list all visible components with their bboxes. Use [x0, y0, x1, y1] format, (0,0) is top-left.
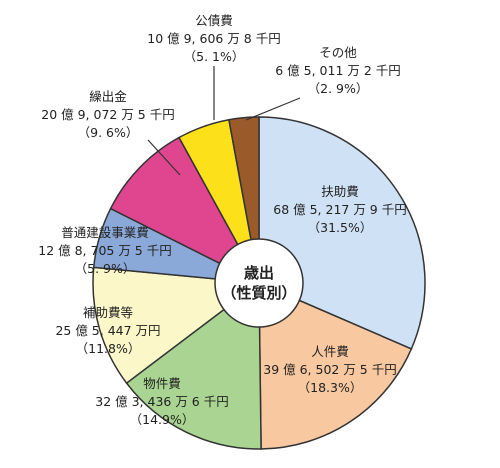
slice-label-percent: （11.8%） [76, 341, 141, 356]
slice-label-amount: 6 億 5, 011 万 2 千円 [275, 63, 401, 78]
slice-label-bukkenhi: 物件費 32 億 3, 436 万 6 千円 （14.9%） [95, 376, 228, 427]
slice-label-percent: （9. 6%） [78, 125, 139, 140]
slice-label-amount: 68 億 5, 217 万 9 千円 [273, 202, 406, 217]
slice-label-percent: （5. 1%） [184, 49, 245, 64]
slice-label-hojohi: 補助費等 25 億 5, 447 万円 （11.8%） [55, 305, 160, 356]
center-label-line-1: 歳出 [244, 264, 274, 282]
slice-label-name: 繰出金 [89, 89, 127, 104]
slice-label-jinkenhi: 人件費 39 億 6, 502 万 5 千円 （18.3%） [263, 344, 396, 395]
slice-label-name: その他 [319, 45, 357, 60]
slice-label-name: 扶助費 [321, 184, 359, 199]
slice-label-name: 人件費 [311, 344, 349, 359]
slice-label-futsu-kensetsu: 普通建設事業費 12 億 8, 705 万 5 千円 （5. 9%） [38, 225, 171, 276]
slice-label-percent: （31.5%） [308, 220, 373, 235]
slice-label-name: 補助費等 [83, 305, 133, 320]
pie-slice-1 [258, 281, 413, 450]
slice-label-amount: 10 億 9, 606 万 8 千円 [147, 31, 280, 46]
pie-slice-5 [109, 136, 261, 285]
slice-label-amount: 20 億 9, 072 万 5 千円 [41, 107, 174, 122]
center-label-line-2: （性質別） [221, 284, 296, 302]
slice-label-fujohi: 扶助費 68 億 5, 217 万 9 千円 （31.5%） [273, 184, 406, 235]
slice-label-percent: （2. 9%） [308, 81, 369, 96]
slice-label-kurideshikin: 繰出金 20 億 9, 072 万 5 千円 （9. 6%） [41, 89, 174, 140]
slice-label-amount: 25 億 5, 447 万円 [55, 323, 160, 338]
leader-line-sonota [245, 97, 301, 121]
leader-lines [147, 66, 301, 176]
center-hole [214, 238, 304, 328]
slice-label-name: 公債費 [195, 13, 233, 28]
pie-slice-2 [125, 281, 262, 450]
slice-label-percent: （5. 9%） [75, 261, 136, 276]
slice-label-name: 普通建設事業費 [61, 225, 149, 240]
slice-label-sonota: その他 6 億 5, 011 万 2 千円 （2. 9%） [275, 45, 401, 96]
slice-label-amount: 32 億 3, 436 万 6 千円 [95, 394, 228, 409]
slice-label-percent: （18.3%） [298, 380, 363, 395]
slice-label-name: 物件費 [143, 376, 181, 391]
slice-label-percent: （14.9%） [130, 412, 195, 427]
slice-label-kousaihi: 公債費 10 億 9, 606 万 8 千円 （5. 1%） [147, 13, 280, 64]
slice-label-amount: 12 億 8, 705 万 5 千円 [38, 243, 171, 258]
leader-line-kurideshikin [147, 139, 181, 176]
slice-label-amount: 39 億 6, 502 万 5 千円 [263, 362, 396, 377]
